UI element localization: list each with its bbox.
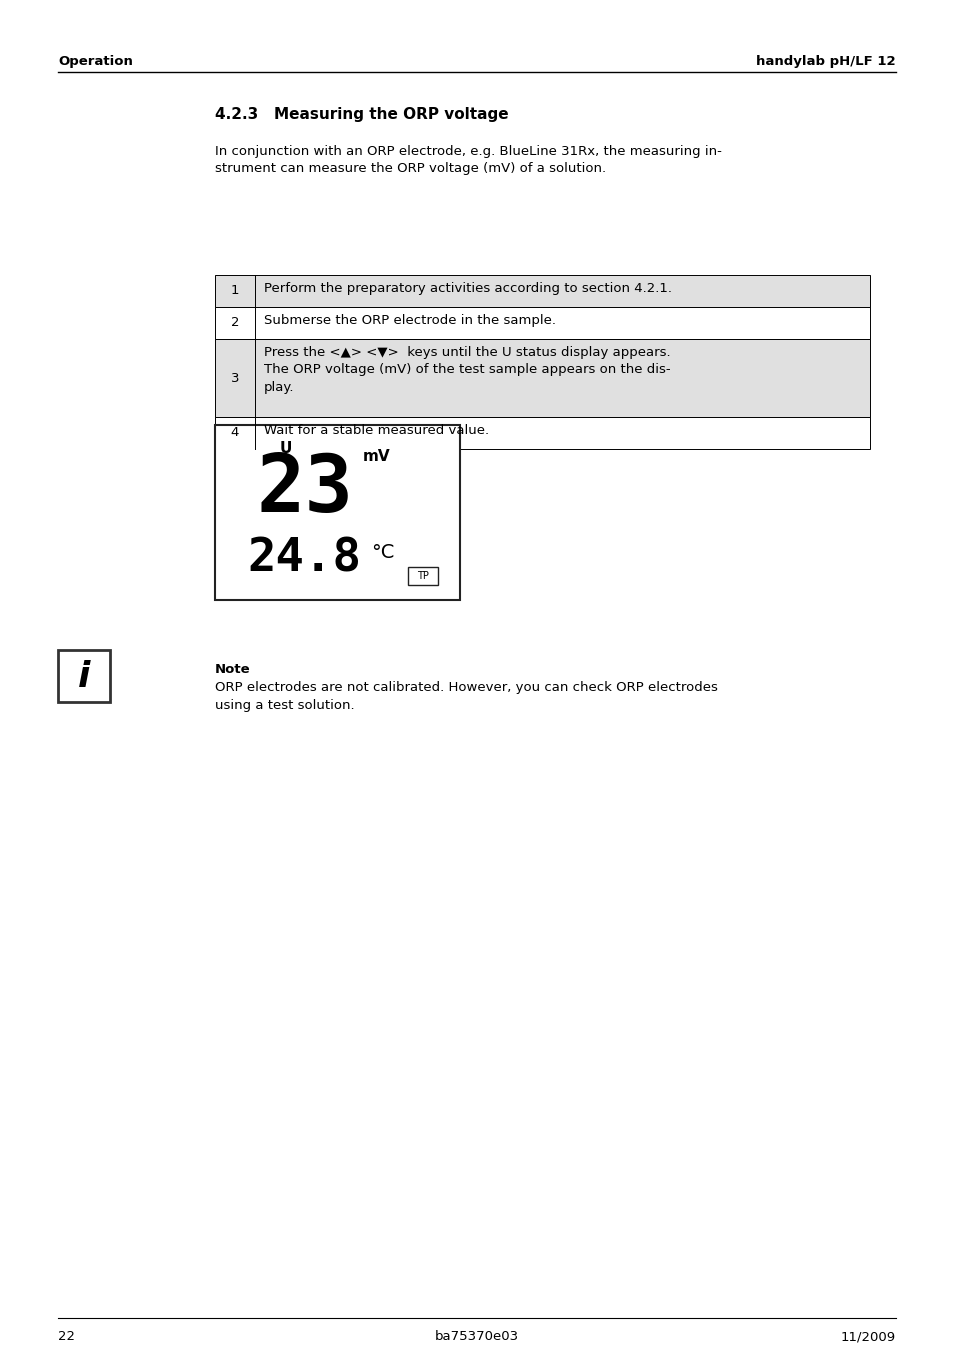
- Text: mV: mV: [363, 449, 390, 463]
- Text: 1: 1: [231, 285, 239, 297]
- Text: TP: TP: [416, 571, 429, 581]
- Bar: [214, 417, 869, 449]
- Text: 4: 4: [231, 427, 239, 439]
- Text: 3: 3: [231, 372, 239, 385]
- Bar: [214, 339, 869, 417]
- Text: 22: 22: [58, 1329, 75, 1343]
- Text: ba75370e03: ba75370e03: [435, 1329, 518, 1343]
- Text: 4.2.3   Measuring the ORP voltage: 4.2.3 Measuring the ORP voltage: [214, 107, 508, 122]
- Bar: [408, 567, 437, 585]
- Text: Press the <▲> <▼>  keys until the U status display appears.
The ORP voltage (mV): Press the <▲> <▼> keys until the U statu…: [264, 346, 670, 394]
- Text: Perform the preparatory activities according to section 4.2.1.: Perform the preparatory activities accor…: [264, 282, 671, 295]
- Bar: [214, 276, 869, 307]
- Text: °C: °C: [371, 543, 394, 562]
- Text: ORP electrodes are not calibrated. However, you can check ORP electrodes
using a: ORP electrodes are not calibrated. Howev…: [214, 681, 717, 712]
- Text: handylab pH/LF 12: handylab pH/LF 12: [756, 55, 895, 68]
- Text: In conjunction with an ORP electrode, e.g. BlueLine 31Rx, the measuring in-: In conjunction with an ORP electrode, e.…: [214, 145, 721, 158]
- Text: Operation: Operation: [58, 55, 132, 68]
- Bar: [58, 650, 110, 703]
- Text: 11/2009: 11/2009: [840, 1329, 895, 1343]
- Text: 2: 2: [231, 316, 239, 330]
- Bar: [214, 307, 869, 339]
- Text: Note: Note: [214, 663, 251, 676]
- Text: 24.8: 24.8: [247, 536, 360, 582]
- Text: Submerse the ORP electrode in the sample.: Submerse the ORP electrode in the sample…: [264, 313, 556, 327]
- Text: U: U: [280, 440, 292, 457]
- Text: Wait for a stable measured value.: Wait for a stable measured value.: [264, 424, 489, 436]
- Text: 23: 23: [256, 451, 354, 530]
- Text: i: i: [78, 661, 91, 694]
- Text: strument can measure the ORP voltage (mV) of a solution.: strument can measure the ORP voltage (mV…: [214, 162, 605, 176]
- Bar: [214, 426, 459, 600]
